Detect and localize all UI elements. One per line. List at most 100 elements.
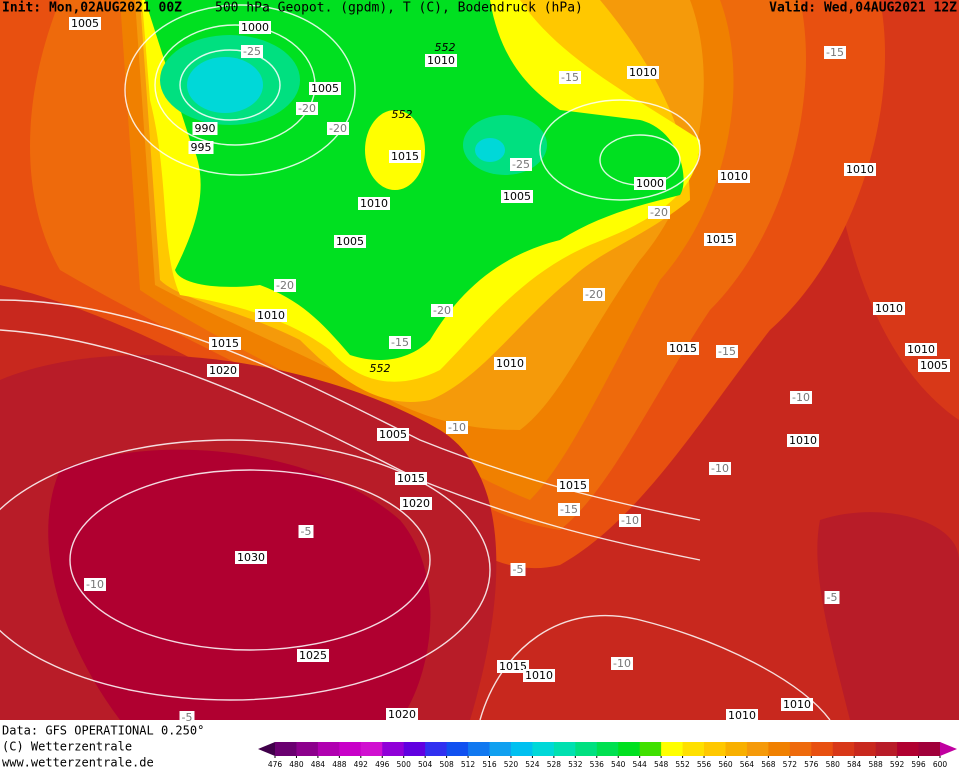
colorbar-swatch xyxy=(682,742,705,756)
colorbar-label: 596 xyxy=(911,760,926,769)
colorbar-swatch xyxy=(768,742,791,756)
temperature-label: -20 xyxy=(298,102,316,115)
valid-time: Valid: Wed,04AUG2021 12Z xyxy=(769,1,957,16)
pressure-label-box xyxy=(494,357,526,370)
colorbar-label: 544 xyxy=(633,760,648,769)
colorbar-end xyxy=(940,742,957,756)
pressure-label-group: 1015 xyxy=(395,472,427,485)
temperature-label: -5 xyxy=(301,525,312,538)
temperature-label-box xyxy=(431,304,453,317)
temperature-label-group: -5 xyxy=(179,711,195,724)
temperature-label-group: -5 xyxy=(510,563,526,576)
colorbar-swatch xyxy=(596,742,619,756)
colorbar-swatch xyxy=(832,742,855,756)
temperature-label-group: -20 xyxy=(583,288,605,301)
copyright: (C) Wetterzentrale xyxy=(2,740,132,754)
temperature-label: -10 xyxy=(792,391,810,404)
pressure-label-group: 1010 xyxy=(905,343,937,356)
colorbar-end xyxy=(258,742,275,756)
temperature-label: -15 xyxy=(391,336,409,349)
colorbar-swatch xyxy=(918,742,941,756)
pressure-label-box xyxy=(358,197,390,210)
colorbar-swatch xyxy=(553,742,576,756)
pressure-label: 1010 xyxy=(728,709,756,722)
temperature-label: -25 xyxy=(243,45,261,58)
pressure-label: 1010 xyxy=(427,54,455,67)
colorbar-label: 528 xyxy=(547,760,562,769)
pressure-label-box xyxy=(497,660,529,673)
colorbar-label: 568 xyxy=(761,760,776,769)
colorbar-label: 536 xyxy=(590,760,605,769)
pressure-label-group: 1005 xyxy=(918,359,950,372)
pressure-label-group: 1025 xyxy=(297,649,329,662)
pressure-label-box xyxy=(873,302,905,315)
pressure-label-box xyxy=(501,190,533,203)
colorbar-swatch xyxy=(275,742,297,756)
temperature-label: -5 xyxy=(513,563,524,576)
pressure-label-group: 1015 xyxy=(557,479,589,492)
colorbar: 476 480 484 488 492 496 500 504 508 512 516 520 524 5… xyxy=(258,742,957,769)
pressure-label: 1010 xyxy=(846,163,874,176)
pressure-label: 990 xyxy=(195,122,216,135)
pressure-label-box xyxy=(69,17,101,30)
pressure-label-box xyxy=(309,82,341,95)
temperature-label: -15 xyxy=(560,503,578,516)
temperature-label-group: -15 xyxy=(824,46,846,59)
temperature-label: -10 xyxy=(621,514,639,527)
pressure-label: 1010 xyxy=(525,669,553,682)
pressure-label-group: 1010 xyxy=(781,698,813,711)
colorbar-swatch xyxy=(575,742,598,756)
pressure-label: 1015 xyxy=(706,233,734,246)
colorbar-swatch xyxy=(296,742,319,756)
temperature-label: -20 xyxy=(433,304,451,317)
colorbar-label: 476 xyxy=(268,760,283,769)
pressure-label-group: 1010 xyxy=(844,163,876,176)
pressure-label-box xyxy=(667,342,699,355)
pressure-label: 1015 xyxy=(397,472,425,485)
pressure-label-box xyxy=(334,235,366,248)
geopotential-label-group: 552 xyxy=(435,41,456,54)
temperature-label: -20 xyxy=(585,288,603,301)
pressure-label-box xyxy=(557,479,589,492)
pressure-label: 1010 xyxy=(257,309,285,322)
geopotential-label: 552 xyxy=(435,41,456,54)
temperature-label-group: -15 xyxy=(558,503,580,516)
pressure-label-group: 1030 xyxy=(235,551,267,564)
temperature-label-group: -20 xyxy=(274,279,296,292)
pressure-label: 1005 xyxy=(311,82,339,95)
pressure-label-box xyxy=(235,551,267,564)
pressure-label-group: 1010 xyxy=(255,309,287,322)
temperature-label: -5 xyxy=(827,591,838,604)
pressure-label-group: 990 xyxy=(192,122,218,135)
temperature-label: -20 xyxy=(650,206,668,219)
pressure-label: 1015 xyxy=(669,342,697,355)
colorbar-swatch xyxy=(725,742,748,756)
temperature-label: -25 xyxy=(512,158,530,171)
pressure-label: 1000 xyxy=(241,21,269,34)
temperature-label-box xyxy=(559,71,581,84)
colorbar-label: 484 xyxy=(311,760,326,769)
pressure-label-box xyxy=(726,709,758,722)
pressure-label: 1015 xyxy=(391,150,419,163)
pressure-label-group: 995 xyxy=(188,141,214,154)
pressure-label-group: 1015 xyxy=(389,150,421,163)
init-time: Init: Mon,02AUG2021 00Z xyxy=(2,1,182,16)
colorbar-swatch xyxy=(382,742,405,756)
colorbar-swatch xyxy=(489,742,512,756)
temperature-label: -15 xyxy=(718,345,736,358)
pressure-label-box xyxy=(844,163,876,176)
temperature-label-group: -10 xyxy=(446,421,468,434)
temperature-label-group: -15 xyxy=(559,71,581,84)
data-source: Data: GFS OPERATIONAL 0.250° xyxy=(2,724,204,738)
temperature-label-group: -15 xyxy=(389,336,411,349)
colorbar-swatch xyxy=(468,742,491,756)
pressure-label-group: 1015 xyxy=(209,337,241,350)
pressure-label-group: 1010 xyxy=(787,434,819,447)
pressure-label-group: 1010 xyxy=(523,669,555,682)
temperature-label-group: -25 xyxy=(241,45,263,58)
pressure-label: 1010 xyxy=(720,170,748,183)
temperature-label-box xyxy=(824,591,840,604)
colorbar-swatch xyxy=(360,742,383,756)
pressure-label: 1010 xyxy=(783,698,811,711)
temperature-label-group: -20 xyxy=(648,206,670,219)
